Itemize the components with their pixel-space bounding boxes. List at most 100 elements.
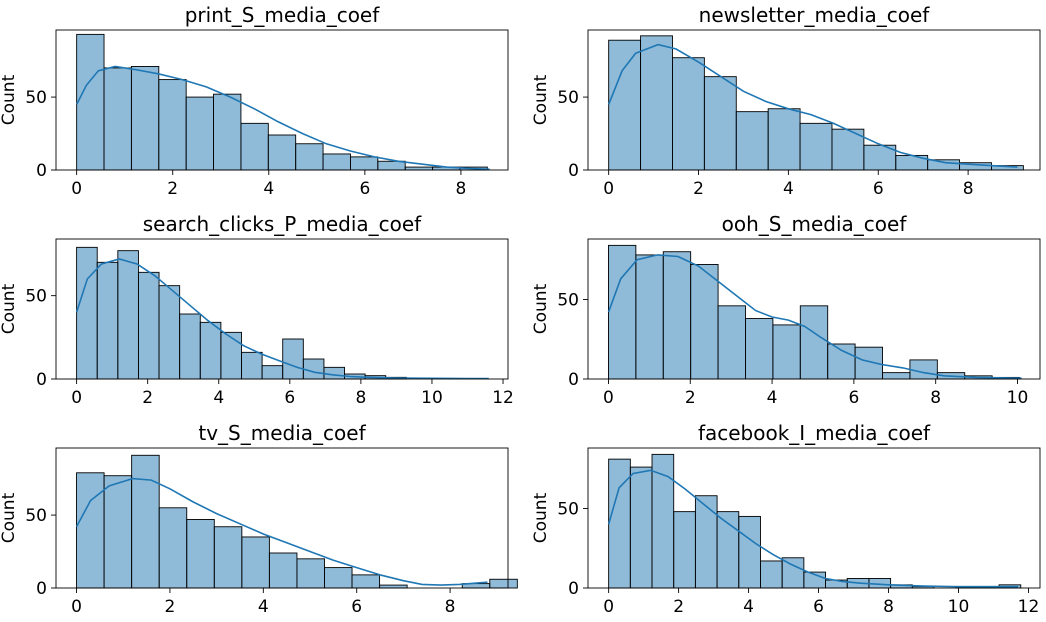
x-tick-label: 0 [71,388,82,408]
histogram-bar [703,76,737,171]
histogram-bar [323,366,345,380]
histogram-bar [76,246,98,380]
histogram-bar [186,519,215,589]
histogram-bar [673,511,696,589]
x-tick-label: 2 [693,179,704,199]
subplot-3: 0 2 4 6 8 10 0 50 Count ooh_S_media_coef [531,212,1041,408]
x-tick-label: 4 [783,179,794,199]
y-tick-label: 50 [557,88,579,108]
histogram-bar [130,66,160,171]
kde-line [607,469,1018,588]
x-tick-label: 10 [421,388,443,408]
y-tick-label: 0 [568,370,579,390]
histogram-bar [927,159,961,171]
axes-frame [587,447,1041,589]
histogram-bar [799,305,829,380]
subplot-title: search_clicks_P_media_coef [143,212,422,236]
histogram-bar [103,475,133,589]
x-tick-label: 8 [883,597,894,617]
x-tick-label: 2 [673,597,684,617]
kde-line [607,43,1018,168]
subplot-title: print_S_media_coef [185,3,381,27]
kde-line [607,254,1022,379]
histogram-bar [213,526,243,589]
y-tick-label: 0 [568,579,579,599]
subplot-title: newsletter_media_coef [699,3,931,27]
histogram-bar [882,372,911,380]
subplot-title: ooh_S_media_coef [722,212,908,236]
histogram-bar [240,122,269,171]
histogram-bar [213,93,242,171]
subplot-5: 0 2 4 6 8 10 12 0 50 Count facebook_I_media_coef [531,421,1041,617]
histogram-bar [267,134,297,171]
x-tick-label: 4 [767,388,778,408]
histogram-bar [261,365,284,380]
histogram-bar [799,122,833,171]
x-tick-label: 2 [142,388,153,408]
y-tick-label: 0 [36,370,47,390]
histogram-bar [117,250,139,380]
y-tick-label: 50 [25,506,47,526]
x-tick-label: 6 [848,388,859,408]
histogram-bar [76,33,105,171]
histogram-bar [377,160,406,171]
kde-line [75,65,490,171]
histogram-bar [137,271,160,380]
histogram-bar [489,578,518,589]
x-tick-label: 6 [359,179,370,199]
subplot-4: 0 2 4 6 8 0 50 Count tv_S_media_coef [0,421,518,617]
histogram-bar [772,324,801,380]
axes-frame [587,29,1041,171]
histogram-bar [635,254,664,380]
histogram-bar [103,67,132,171]
histogram-bar [735,111,769,171]
x-tick-label: 0 [71,179,82,199]
x-tick-label: 0 [71,597,82,617]
kde-line [75,258,489,380]
y-axis-label: Count [0,492,19,543]
y-tick-label: 50 [557,290,579,310]
histogram-bar [131,454,160,589]
x-tick-label: 8 [355,388,366,408]
histogram-bar [767,108,801,171]
x-tick-label: 6 [284,388,295,408]
histogram-bar [185,96,215,171]
histogram-bar [302,358,325,380]
x-tick-label: 2 [165,597,176,617]
histogram-bar [351,574,381,589]
subplot-title: tv_S_media_coef [198,421,366,445]
x-tick-label: 0 [603,597,614,617]
histogram-bar [324,567,353,589]
subplot-1: 0 2 4 6 8 0 50 Count newsletter_media_coef [531,3,1041,199]
histogram-bar [640,35,673,171]
histogram-bar [295,143,324,171]
histogram-bar [608,39,642,171]
histogram-bar [158,79,187,171]
x-tick-label: 6 [873,179,884,199]
subplot-0: 0 2 4 6 8 0 50 Count print_S_media_coef [0,3,509,199]
subplot-title: facebook_I_media_coef [698,421,931,445]
histogram-bar [241,536,270,589]
y-tick-label: 0 [36,161,47,181]
x-tick-label: 4 [743,597,754,617]
y-axis-label: Count [531,74,551,125]
histogram-bar [76,472,105,589]
histogram-bar [199,321,222,380]
x-tick-label: 4 [263,179,274,199]
x-tick-label: 6 [813,597,824,617]
x-tick-label: 8 [456,179,467,199]
histogram-bar [268,552,298,589]
histogram-bar [608,458,631,589]
histogram-bar [96,261,119,380]
axes-frame [55,238,509,380]
histogram-bar [241,351,263,380]
histogram-bar [738,515,761,589]
histogram-bar [745,318,774,380]
x-tick-label: 2 [167,179,178,199]
histogram-bar [629,466,653,589]
histogram-bar [158,507,188,589]
histogram-bar [282,338,304,380]
axes-frame [55,29,509,171]
histogram-bar [322,153,351,171]
histogram-bar [694,495,718,589]
